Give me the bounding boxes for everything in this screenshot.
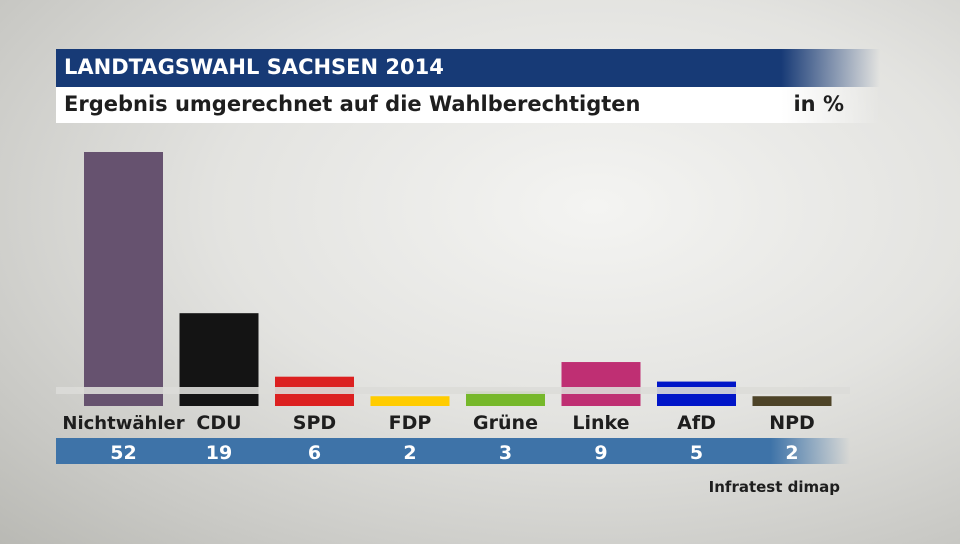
baseline-stripe [56,387,850,394]
subtitle-bar: Ergebnis umgerechnet auf die Wahlberecht… [56,87,880,123]
category-label: FDP [389,412,432,434]
value-label: 2 [785,442,798,464]
value-label: 52 [110,442,136,464]
value-label: 6 [308,442,321,464]
value-label: 9 [594,442,607,464]
values-strip [56,438,850,464]
category-label: NPD [769,412,815,434]
category-label: AfD [677,412,716,434]
title-bar: LANDTAGSWAHL SACHSEN 2014 [56,49,880,87]
unit-label: in % [793,92,844,116]
bar-fdp [370,396,450,406]
bar-nichtwähler [84,152,163,406]
value-label: 2 [403,442,416,464]
value-label: 5 [690,442,703,464]
value-label: 3 [499,442,512,464]
bar-grüne [466,391,545,406]
chart-subtitle: Ergebnis umgerechnet auf die Wahlberecht… [64,92,641,116]
category-label: Nichtwähler [62,413,184,434]
chart-title: LANDTAGSWAHL SACHSEN 2014 [64,55,444,79]
category-label: CDU [196,412,241,434]
category-label: SPD [293,412,336,434]
value-label: 19 [206,442,232,464]
source-label: Infratest dimap [708,478,840,496]
category-label: Linke [572,412,629,434]
category-label: Grüne [473,412,538,434]
bar-linke [561,362,641,406]
bar-npd [752,396,832,406]
